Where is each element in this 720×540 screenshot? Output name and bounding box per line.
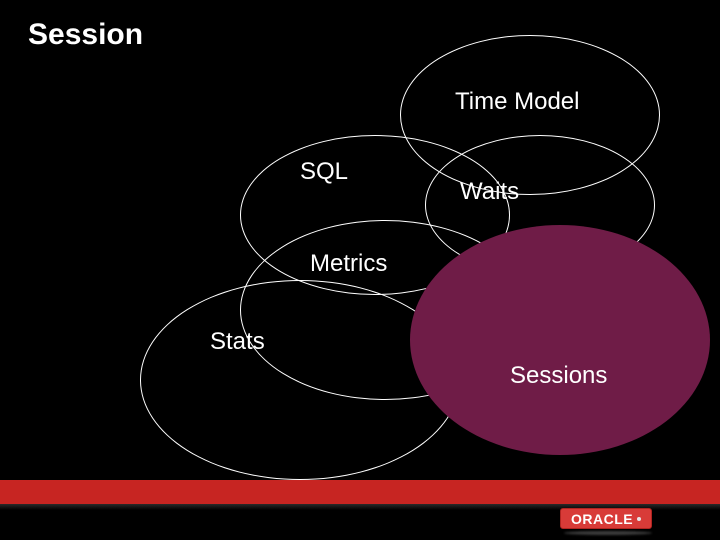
footer-bar <box>0 480 720 504</box>
label-stats: Stats <box>210 328 265 356</box>
label-sessions: Sessions <box>510 362 607 390</box>
oracle-logo-dot-icon <box>637 517 641 521</box>
page-title: Session <box>28 18 143 52</box>
oracle-logo-text: ORACLE <box>571 512 633 526</box>
oracle-logo-box: ORACLE <box>560 508 652 529</box>
oracle-logo-shadow <box>564 531 652 535</box>
label-metrics: Metrics <box>310 250 387 278</box>
label-sql: SQL <box>300 158 348 186</box>
ellipse-stats <box>140 280 460 480</box>
slide-canvas: Session Time Model SQL Waits Metrics Sta… <box>0 0 720 540</box>
label-waits: Waits <box>460 178 519 206</box>
ellipse-sessions <box>410 225 710 455</box>
label-time-model: Time Model <box>455 88 579 116</box>
oracle-logo: ORACLE <box>560 508 652 529</box>
